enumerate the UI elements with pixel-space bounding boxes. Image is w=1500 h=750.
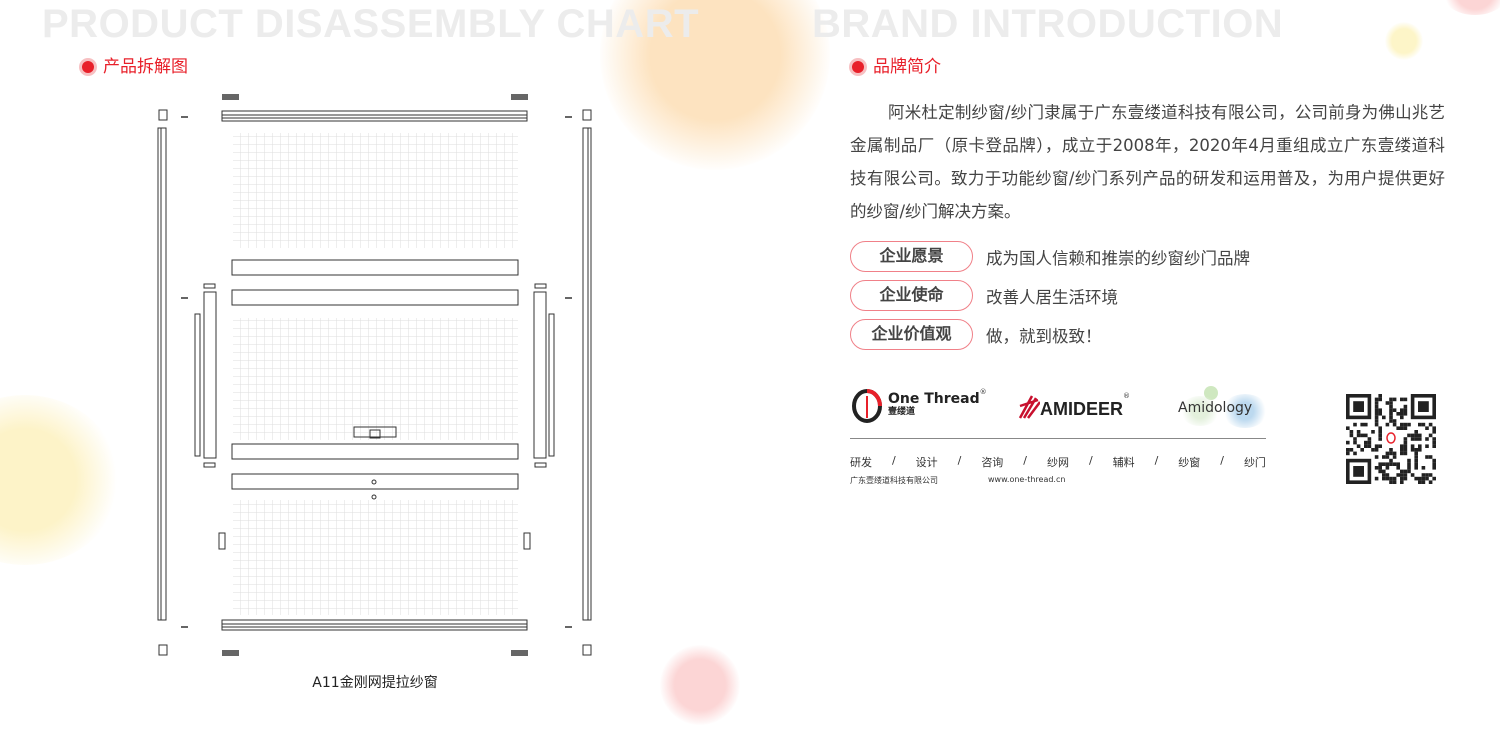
qr-code[interactable] (1346, 394, 1436, 484)
crossbar (231, 443, 519, 460)
crossbar (231, 473, 519, 490)
mission-pill: 企业使命 (850, 280, 973, 311)
mesh-panel-middle (233, 318, 518, 440)
crossbar (231, 289, 519, 306)
top-rail (221, 110, 528, 122)
values-text: 做，就到极致！ (986, 326, 1102, 346)
service-item: 纱窗 (1178, 456, 1201, 469)
decor-pink-blob-top (1440, 0, 1500, 15)
amideer-logo: AMIDEER ® (1018, 392, 1130, 420)
decor-yellow-dot (1385, 22, 1423, 60)
side-rail-right (582, 127, 592, 621)
value-row-vision: 企业愿景 成为国人信赖和推崇的纱窗纱门品牌 (850, 241, 1250, 272)
side-piece (203, 291, 217, 459)
section-title-right: 品牌简介 (852, 56, 941, 78)
service-item: 纱网 (1046, 456, 1069, 469)
amidology-logo: Amidology (1178, 386, 1268, 428)
bullet-icon (82, 61, 94, 73)
side-piece (533, 291, 547, 459)
service-item: 研发 (850, 456, 872, 469)
amideer-name: AMIDEER (1040, 399, 1124, 419)
separator: / (1023, 454, 1027, 467)
mission-text: 改善人居生活环境 (986, 287, 1118, 307)
value-row-mission: 企业使命 改善人居生活环境 (850, 280, 1118, 311)
mesh-panel-bottom (233, 500, 518, 615)
separator: / (1220, 454, 1224, 467)
bg-title-left: PRODUCT DISASSEMBLY CHART (42, 2, 700, 46)
divider (850, 438, 1266, 439)
product-caption: A11金刚网提拉纱窗 (312, 675, 438, 691)
mesh-panel-top (233, 133, 518, 248)
website-link[interactable]: www.one-thread.cn (988, 475, 1066, 484)
handle (353, 426, 397, 439)
amideer-mark-icon (1018, 395, 1040, 419)
bottom-rail (221, 619, 528, 631)
one-thread-cn: 壹缕道 (888, 407, 916, 417)
section-title-text: 品牌简介 (873, 57, 941, 77)
value-row-values: 企业价值观 做，就到极致！ (850, 319, 1102, 350)
side-piece (548, 313, 555, 457)
separator: / (957, 454, 962, 467)
one-thread-name: One Thread (888, 391, 980, 407)
vision-text: 成为国人信赖和推崇的纱窗纱门品牌 (986, 248, 1250, 268)
side-rail-left (157, 127, 167, 621)
services-list: 研发 / 设计 / 咨询 / 纱网 / 辅料 / 纱窗 / 纱门 (850, 454, 1266, 470)
values-pill: 企业价值观 (850, 319, 973, 350)
crossbar (231, 259, 519, 276)
section-title-text: 产品拆解图 (103, 57, 188, 77)
corner-clips (181, 94, 572, 656)
decor-pink-blob (660, 645, 740, 725)
section-title-left: 产品拆解图 (82, 56, 188, 78)
amidology-name: Amidology (1178, 400, 1253, 416)
guide-block (218, 532, 226, 550)
service-item: 纱门 (1243, 456, 1266, 469)
disassembly-diagram (157, 94, 592, 656)
brand-intro: 阿米杜定制纱窗/纱门隶属于广东壹缕道科技有限公司，公司前身为佛山兆艺金属制品厂（… (850, 103, 1445, 221)
bg-title-right: BRAND INTRODUCTION (812, 2, 1284, 46)
service-item: 设计 (915, 456, 938, 469)
separator: / (1088, 454, 1093, 467)
one-thread-mark-icon (852, 389, 882, 423)
one-thread-logo: One Thread 壹缕道 ® (850, 388, 987, 424)
service-item: 咨询 (981, 456, 1004, 469)
separator: / (1154, 454, 1159, 467)
bullet-icon (852, 61, 864, 73)
separator: / (891, 454, 896, 467)
vision-pill: 企业愿景 (850, 241, 973, 272)
side-piece (194, 313, 201, 457)
service-item: 辅料 (1112, 456, 1135, 469)
corner-caps (158, 109, 592, 656)
guide-block (523, 532, 531, 550)
company-name: 广东壹缕道科技有限公司 (850, 476, 938, 485)
